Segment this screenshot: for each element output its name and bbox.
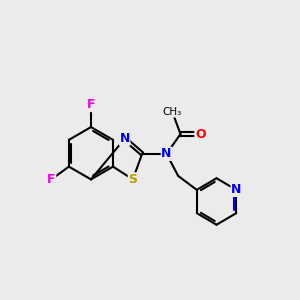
Text: F: F (87, 98, 95, 112)
Text: CH₃: CH₃ (163, 107, 182, 117)
Text: O: O (195, 128, 206, 141)
Text: F: F (47, 173, 56, 186)
Text: N: N (231, 183, 242, 196)
Text: N: N (119, 132, 130, 145)
Text: S: S (128, 173, 137, 186)
Text: N: N (161, 147, 172, 160)
